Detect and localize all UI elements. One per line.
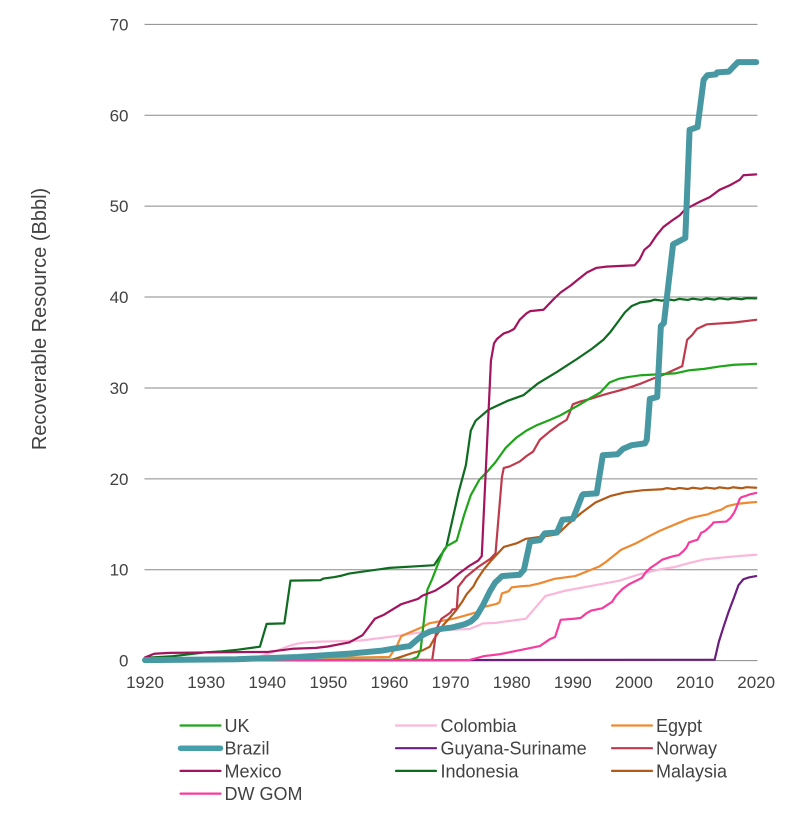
- svg-text:10: 10: [110, 561, 129, 580]
- svg-text:1940: 1940: [248, 673, 286, 692]
- svg-text:1980: 1980: [493, 673, 531, 692]
- svg-text:Indonesia: Indonesia: [441, 761, 520, 781]
- svg-text:Mexico: Mexico: [225, 761, 282, 781]
- svg-text:1970: 1970: [432, 673, 470, 692]
- svg-text:40: 40: [110, 288, 129, 307]
- svg-text:30: 30: [110, 379, 129, 398]
- svg-text:2000: 2000: [615, 673, 653, 692]
- svg-text:70: 70: [110, 15, 129, 34]
- svg-text:1930: 1930: [187, 673, 225, 692]
- svg-text:2020: 2020: [737, 673, 775, 692]
- svg-text:Norway: Norway: [656, 739, 717, 759]
- svg-text:60: 60: [110, 106, 129, 125]
- svg-text:2010: 2010: [676, 673, 714, 692]
- svg-text:1950: 1950: [309, 673, 347, 692]
- svg-text:Malaysia: Malaysia: [656, 761, 728, 781]
- svg-text:1920: 1920: [126, 673, 164, 692]
- svg-text:1990: 1990: [554, 673, 592, 692]
- svg-text:DW GOM: DW GOM: [225, 784, 303, 804]
- svg-text:Recoverable Resource (Bbbl): Recoverable Resource (Bbbl): [29, 188, 51, 450]
- svg-text:Egypt: Egypt: [656, 716, 702, 736]
- svg-text:Colombia: Colombia: [441, 716, 518, 736]
- svg-text:20: 20: [110, 470, 129, 489]
- svg-text:UK: UK: [225, 716, 250, 736]
- svg-text:Guyana-Suriname: Guyana-Suriname: [441, 739, 587, 759]
- svg-text:1960: 1960: [371, 673, 409, 692]
- svg-text:0: 0: [119, 652, 128, 671]
- svg-text:50: 50: [110, 197, 129, 216]
- svg-text:Brazil: Brazil: [225, 739, 270, 759]
